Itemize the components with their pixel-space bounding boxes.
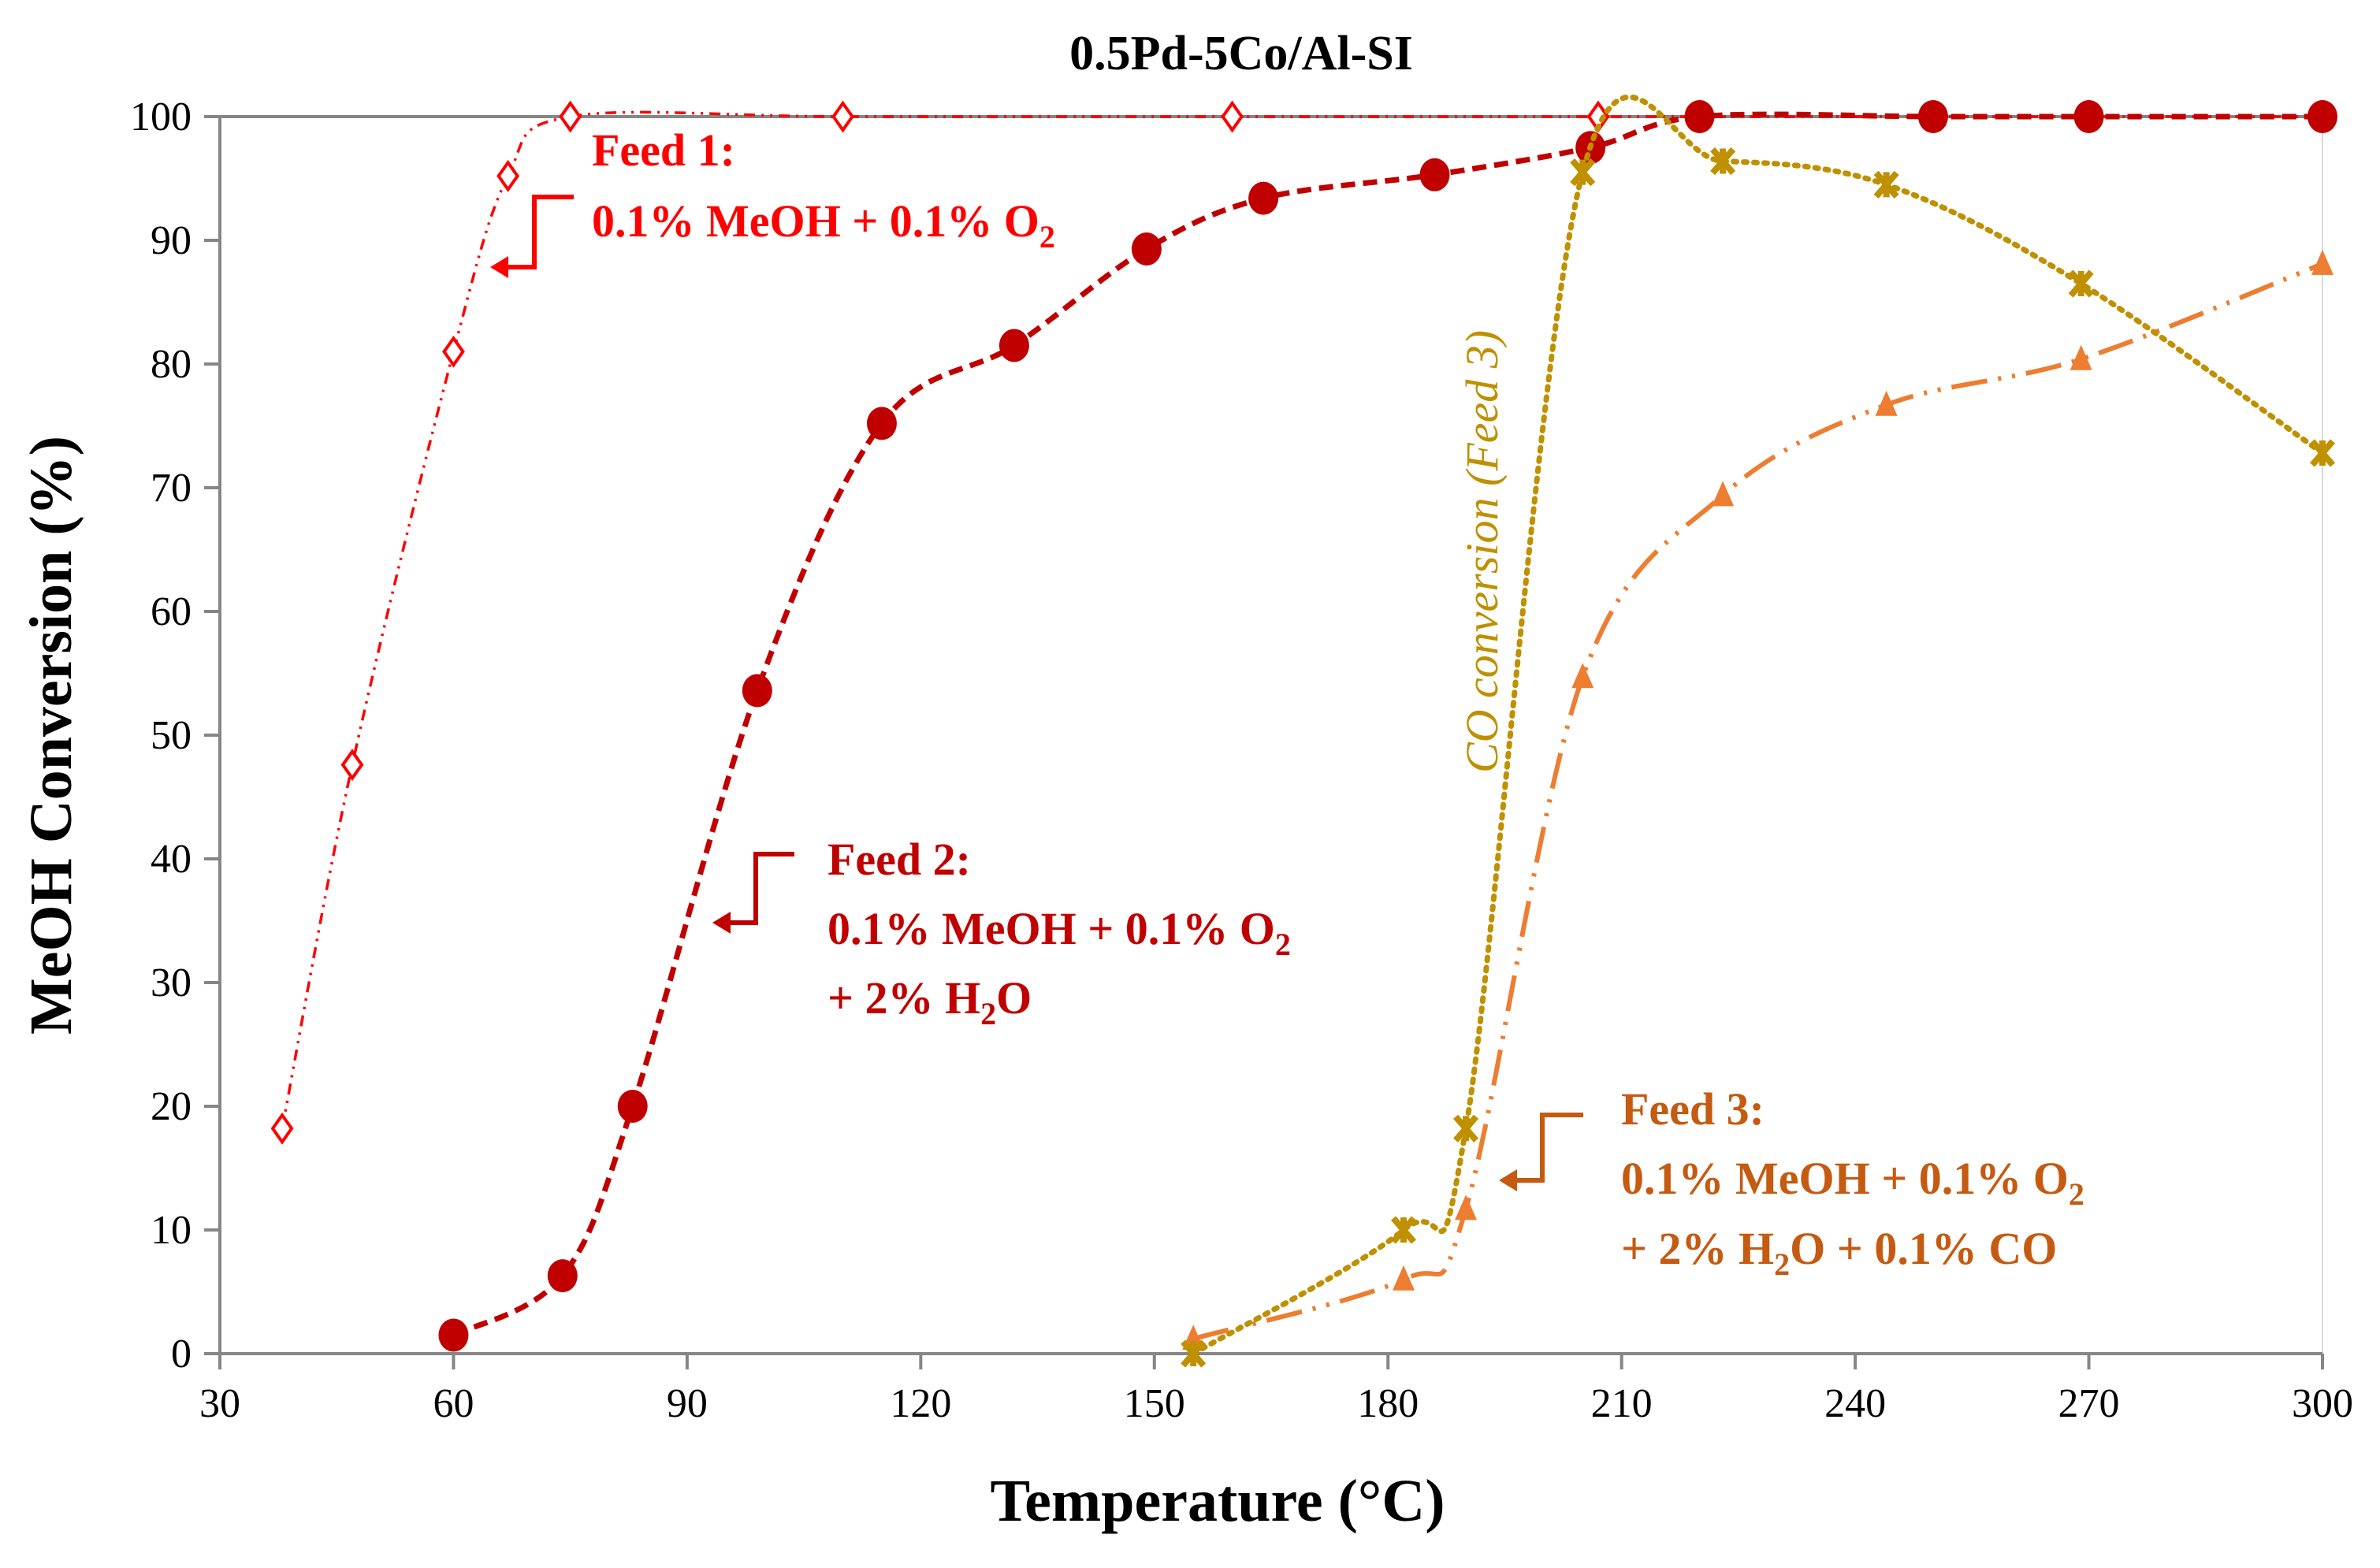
feed2-series	[438, 100, 2337, 1352]
feed3-point	[1571, 663, 1594, 689]
feed3-point	[2311, 249, 2334, 275]
x-tick-label: 60	[433, 1381, 474, 1426]
feed1-point	[441, 335, 465, 368]
feed1-composition: 0.1% MeOH + 0.1% O2	[592, 195, 1055, 255]
y-tick-label: 90	[151, 218, 192, 263]
co-point	[1710, 147, 1736, 176]
co-conversion-label: CO conversion (Feed 3)	[1456, 330, 1508, 773]
feed2-point	[998, 329, 1029, 362]
feed2-arrow	[727, 852, 794, 925]
feed3-point	[1455, 1195, 1478, 1221]
feed2-point	[2073, 100, 2104, 133]
plot-area	[270, 94, 2337, 1368]
feed3-point	[2069, 344, 2092, 370]
feed1-label: Feed 1:	[592, 124, 735, 176]
y-axis-label: MeOH Conversion (%)	[18, 436, 84, 1035]
x-axis-label: Temperature (°C)	[990, 1468, 1445, 1534]
feed3-label: Feed 3:	[1621, 1083, 1765, 1135]
feed3-composition-2: + 2% H2O + 0.1% CO	[1621, 1223, 2057, 1282]
x-tick-label: 120	[890, 1381, 951, 1426]
x-tick-label: 270	[2058, 1381, 2120, 1426]
feed2-point	[547, 1259, 578, 1293]
y-tick-label: 80	[151, 342, 192, 387]
y-tick-label: 40	[151, 837, 192, 882]
feed1-point	[559, 100, 582, 133]
feed1-line	[281, 110, 2322, 1129]
x-tick-label: 90	[667, 1381, 708, 1426]
x-tick-label: 30	[199, 1381, 240, 1426]
co-series	[1181, 94, 2336, 1368]
feed2-point	[1248, 181, 1279, 215]
feed1-point	[496, 159, 520, 192]
feed3-line	[1192, 262, 2324, 1342]
feed3-composition: 0.1% MeOH + 0.1% O2	[1621, 1153, 2084, 1212]
feed3-arrow	[1513, 1113, 1583, 1183]
axes: 30 60 90 120 150 180 210 240 270 300 0 10 20 30 40 50 60…	[130, 95, 2353, 1426]
feed2-point	[438, 1318, 469, 1352]
feed3-series	[1182, 249, 2334, 1351]
feed2-line	[452, 111, 2322, 1338]
feed2-point	[1917, 100, 1948, 133]
feed2-point	[1684, 100, 1715, 133]
feed3-point	[1712, 481, 1735, 507]
feed2-point	[617, 1090, 648, 1123]
co-point	[1873, 170, 1899, 199]
feed1-annotation: Feed 1: 0.1% MeOH + 0.1% O2	[490, 124, 1055, 278]
y-tick-label: 0	[171, 1332, 192, 1377]
feed2-point	[2307, 100, 2337, 133]
feed2-point	[1131, 232, 1162, 266]
y-tick-label: 30	[151, 960, 192, 1005]
y-tick-label: 50	[151, 713, 192, 758]
feed2-point	[866, 407, 897, 440]
x-tick-label: 300	[2292, 1381, 2353, 1426]
co-point	[1570, 158, 1596, 187]
co-point	[2309, 439, 2336, 467]
feed2-composition-2: + 2% H2O	[827, 972, 1032, 1031]
feed2-point	[742, 674, 772, 708]
feed1-arrow	[504, 195, 574, 269]
feed1-point	[270, 1112, 294, 1145]
x-tick-label: 150	[1124, 1381, 1185, 1426]
feed2-annotation: Feed 2: 0.1% MeOH + 0.1% O2 + 2% H2O	[712, 834, 1291, 1031]
y-tick-label: 10	[151, 1208, 192, 1253]
co-point	[2068, 269, 2094, 298]
co-point	[1390, 1216, 1417, 1244]
chart-title: 0.5Pd-5Co/Al-SI	[1069, 27, 1413, 80]
x-tick-label: 240	[1824, 1381, 1886, 1426]
feed2-label: Feed 2:	[827, 834, 971, 885]
y-tick-label: 60	[151, 589, 192, 634]
y-tick-label: 70	[151, 466, 192, 511]
feed3-point	[1392, 1265, 1415, 1291]
feed1-series	[270, 100, 2334, 1145]
feed1-point	[831, 100, 854, 133]
feed1-point	[1221, 100, 1244, 133]
feed1-point	[340, 749, 364, 782]
x-tick-label: 180	[1357, 1381, 1419, 1426]
feed3-annotation: Feed 3: 0.1% MeOH + 0.1% O2 + 2% H2O + 0…	[1499, 1083, 2084, 1282]
y-tick-label: 20	[151, 1084, 192, 1129]
feed2-point	[1419, 158, 1450, 191]
y-tick-label: 100	[130, 95, 192, 139]
x-tick-label: 210	[1591, 1381, 1653, 1426]
co-point	[1453, 1114, 1479, 1143]
co-point	[1181, 1339, 1207, 1368]
feed3-point	[1875, 390, 1898, 416]
feed2-composition: 0.1% MeOH + 0.1% O2	[827, 903, 1291, 962]
